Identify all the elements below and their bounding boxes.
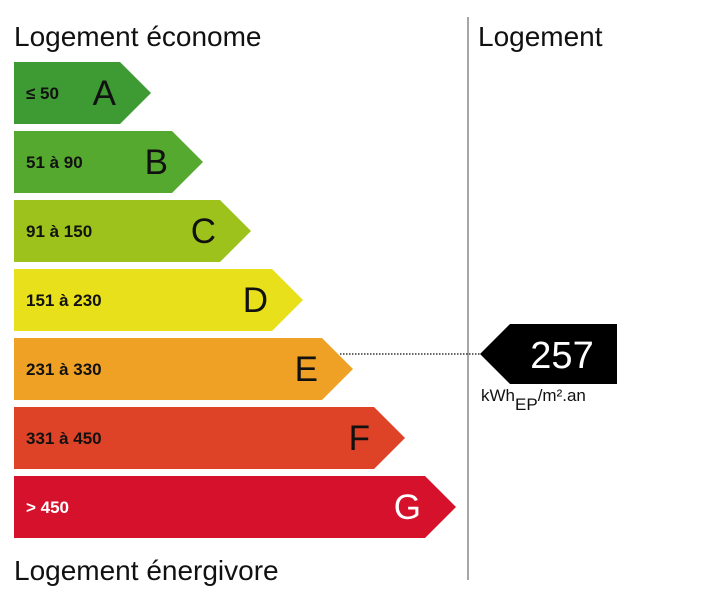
class-range: 91 à 150 xyxy=(26,222,92,241)
indicator-value: 257 xyxy=(530,335,593,377)
bottom-left-heading: Logement énergivore xyxy=(14,555,279,586)
class-range: ≤ 50 xyxy=(26,84,59,103)
class-range: 231 à 330 xyxy=(26,360,102,379)
class-letter: D xyxy=(243,281,268,320)
class-bar xyxy=(14,131,203,193)
top-right-heading: Logement xyxy=(478,21,603,52)
indicator-unit: kWhEP/m².an xyxy=(481,386,586,414)
class-letter: B xyxy=(145,143,168,182)
class-bar xyxy=(14,62,151,124)
class-range: 331 à 450 xyxy=(26,429,102,448)
unit-main: kWh xyxy=(481,386,515,405)
top-left-heading: Logement économe xyxy=(14,21,262,52)
class-bar xyxy=(14,200,251,262)
class-range: 51 à 90 xyxy=(26,153,83,172)
class-letter: G xyxy=(394,488,421,527)
classes: ≤ 50 A 51 à 90 B 91 à 150 C 151 à 230 D 231 à 33… xyxy=(14,62,456,538)
class-letter: F xyxy=(349,419,370,458)
class-letter: E xyxy=(295,350,318,389)
indicator-arrow xyxy=(480,324,617,384)
class-letter: C xyxy=(191,212,216,251)
class-bar xyxy=(14,338,353,400)
unit-sub: EP xyxy=(515,395,538,414)
class-bar xyxy=(14,269,303,331)
class-range: > 450 xyxy=(26,498,69,517)
unit-tail: /m².an xyxy=(538,386,586,405)
class-letter: A xyxy=(93,74,117,113)
class-range: 151 à 230 xyxy=(26,291,102,310)
class-bar xyxy=(14,407,405,469)
class-bar xyxy=(14,476,456,538)
